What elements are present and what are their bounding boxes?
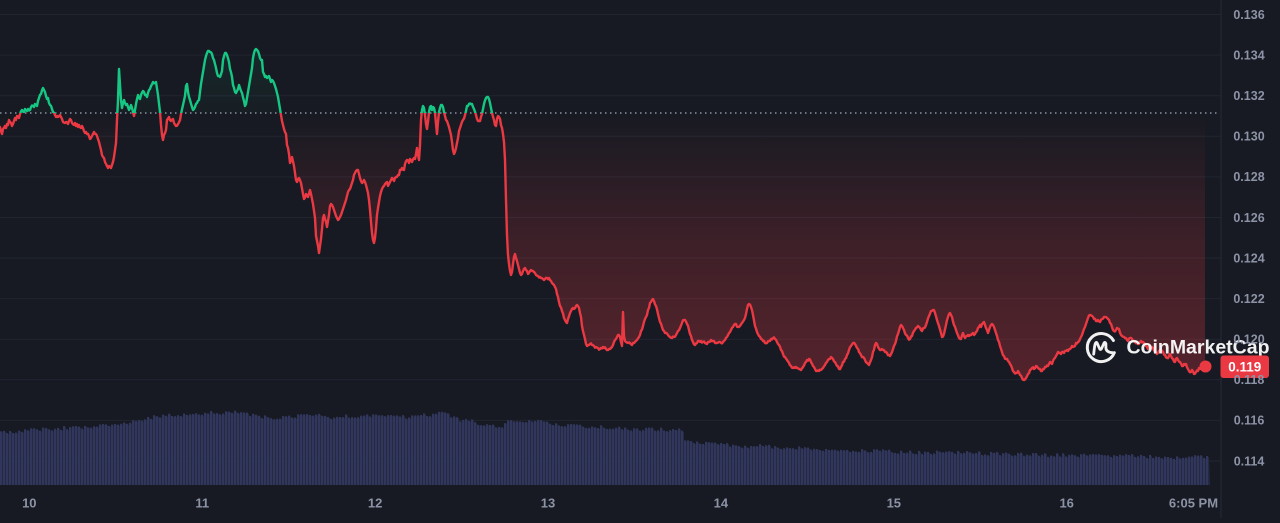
svg-text:6:05 PM: 6:05 PM [1169,496,1218,511]
svg-text:15: 15 [887,496,901,511]
svg-text:12: 12 [368,496,382,511]
svg-text:0.114: 0.114 [1234,454,1265,468]
svg-text:0.134: 0.134 [1233,48,1264,62]
svg-text:11: 11 [195,496,209,511]
svg-text:14: 14 [714,496,729,511]
svg-text:16: 16 [1059,496,1073,511]
svg-text:0.130: 0.130 [1233,130,1264,144]
svg-text:10: 10 [22,496,36,511]
svg-text:0.124: 0.124 [1233,251,1264,265]
svg-text:0.132: 0.132 [1233,89,1264,103]
svg-text:0.116: 0.116 [1234,414,1265,428]
svg-text:0.118: 0.118 [1234,373,1265,387]
svg-text:13: 13 [541,496,555,511]
svg-text:CoinMarketCap: CoinMarketCap [1127,337,1270,359]
svg-text:0.119: 0.119 [1228,360,1261,375]
svg-text:0.126: 0.126 [1233,211,1264,225]
svg-text:0.128: 0.128 [1233,170,1264,184]
svg-text:0.136: 0.136 [1233,8,1264,22]
svg-text:0.122: 0.122 [1233,292,1264,306]
svg-text:0.120: 0.120 [1233,333,1264,347]
